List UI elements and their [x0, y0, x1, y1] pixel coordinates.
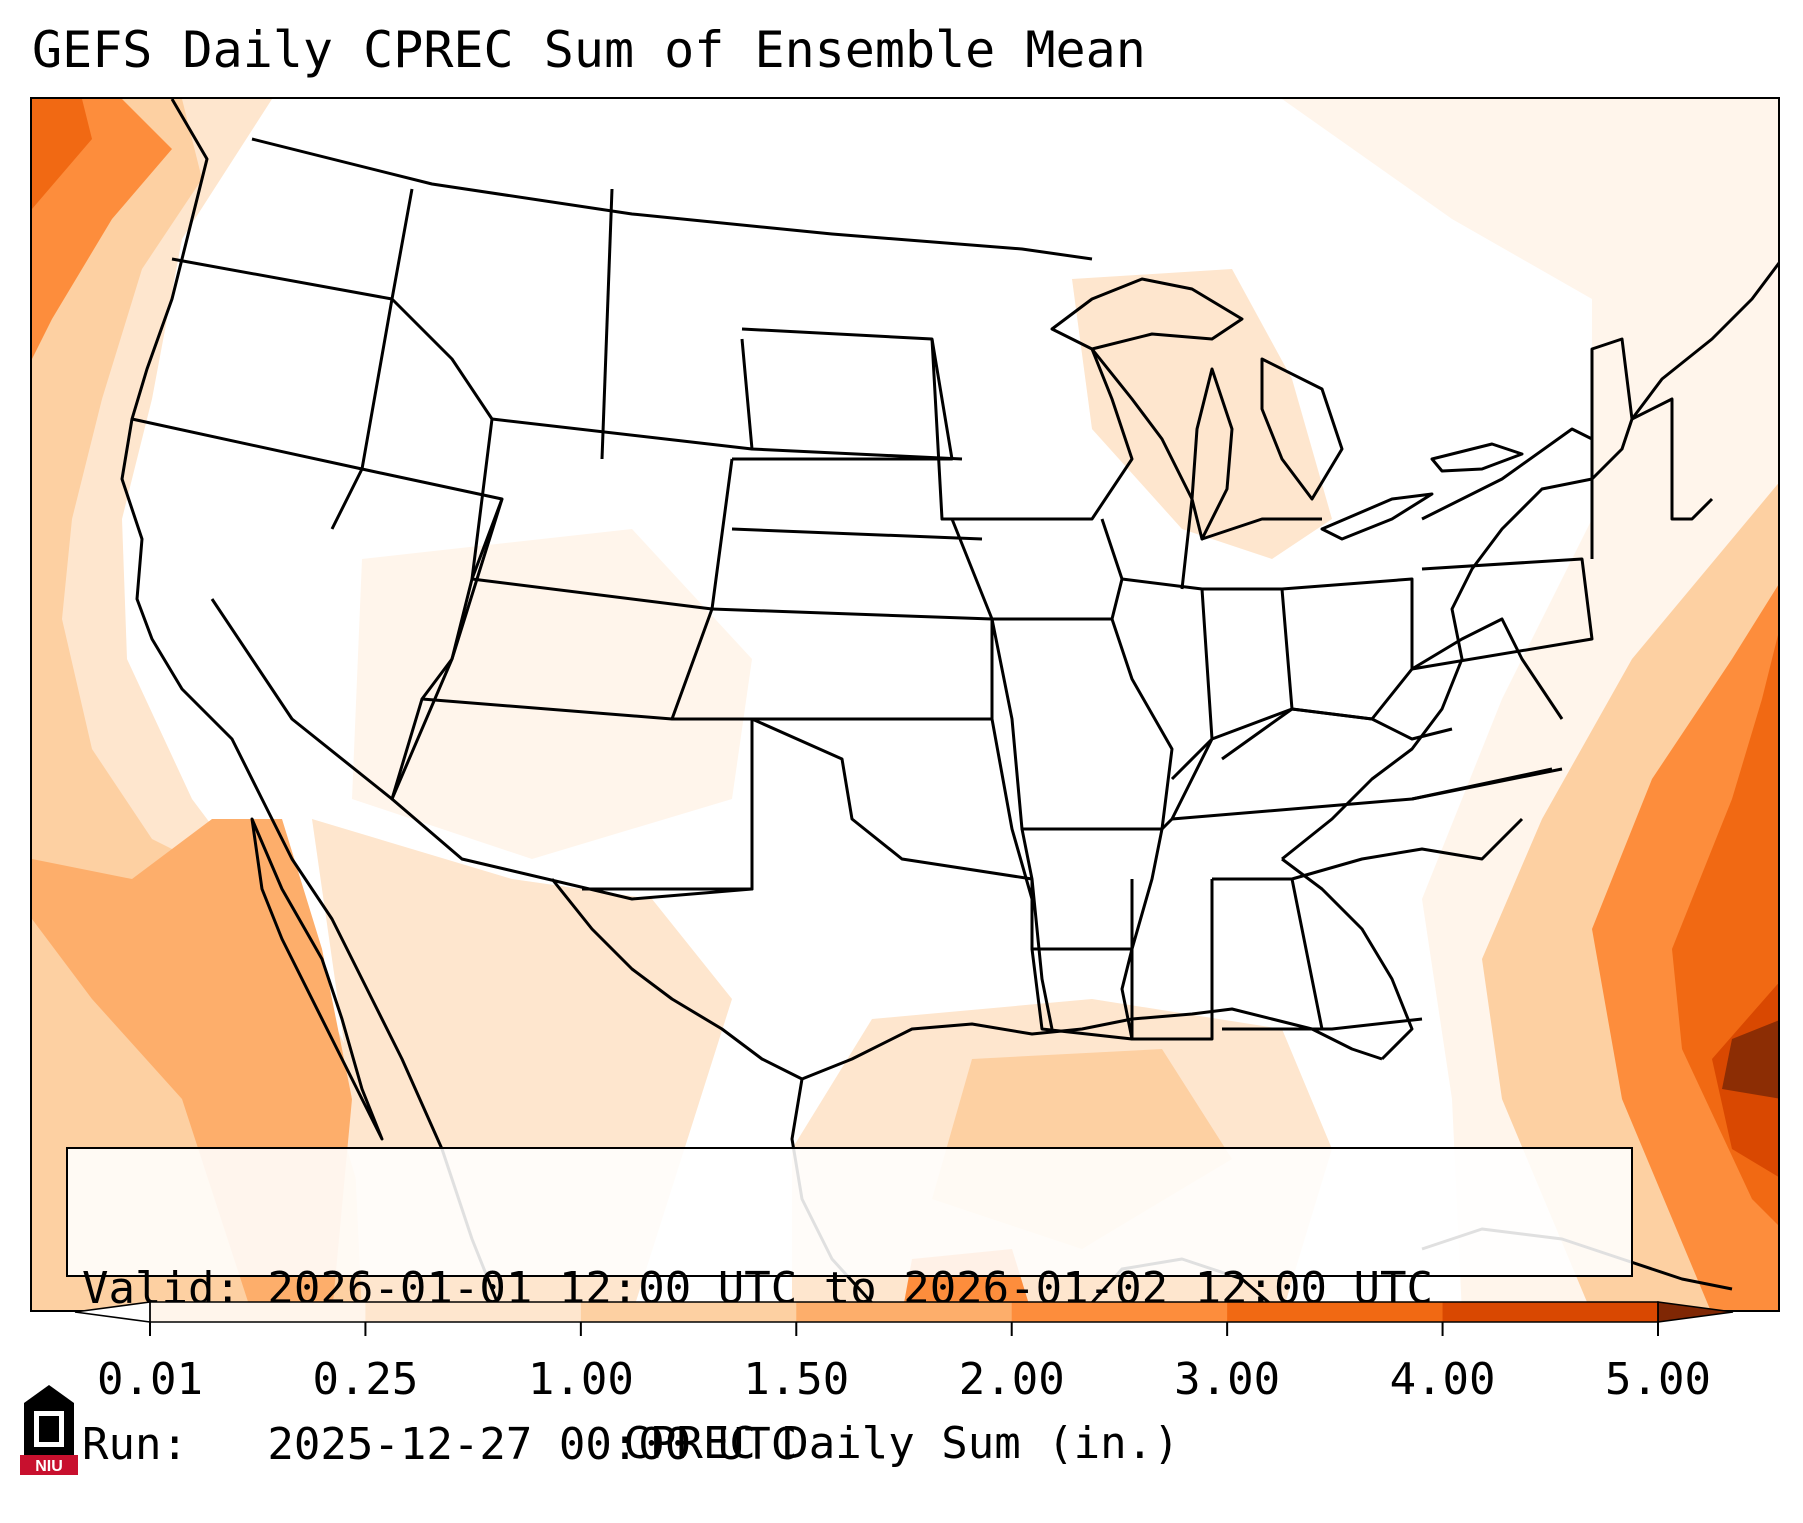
border-nd-sd [740, 338, 963, 461]
colorbar-segment [150, 1302, 366, 1322]
colorbar-tick-label: 5.00 [1605, 1354, 1711, 1405]
colorbar-segments [150, 1302, 1659, 1322]
pacific-shade-dark [32, 99, 92, 209]
border-ga-fl [1222, 1017, 1423, 1031]
map-frame [30, 97, 1780, 1312]
border-id-mt [390, 188, 494, 420]
border-in-oh [1202, 587, 1294, 761]
colorbar-segment [1011, 1302, 1228, 1322]
colorbar-tick-label: 2.00 [958, 1354, 1065, 1405]
colorbar-ticks [149, 1322, 1659, 1336]
border-ms-al [1130, 879, 1214, 1041]
colorbar-tick-label: 0.25 [312, 1354, 419, 1405]
border-mn [930, 338, 1134, 521]
border-va-wv [1411, 617, 1564, 720]
niu-logo-text: NIU [35, 1458, 63, 1475]
border-ar [1020, 828, 1164, 951]
pacific-coastline [120, 99, 503, 1310]
colorbar-segment [365, 1302, 582, 1322]
colorbar-tick-label: 0.01 [97, 1354, 203, 1405]
border-nc-va [1411, 767, 1563, 801]
border-dakotas [732, 327, 954, 461]
atlantic-coastline [1281, 261, 1778, 861]
border-nv [210, 467, 504, 801]
colorbar [74, 1301, 1734, 1336]
lake-huron [1260, 357, 1344, 501]
border-ok-tx [751, 717, 1033, 881]
border-ia [950, 518, 1124, 621]
niu-logo-band [20, 1455, 78, 1475]
border-ny [1421, 427, 1594, 559]
border-mi [1201, 517, 1322, 541]
border-ks-ok [752, 717, 1034, 900]
border-or-ca [131, 417, 363, 471]
florida-peninsula [1281, 857, 1414, 1061]
border-pa [1410, 557, 1594, 671]
atlantic-shade-max [1722, 1020, 1778, 1099]
border-mt-wy [491, 417, 753, 451]
border-wi [1090, 348, 1194, 590]
us-canada-border [251, 137, 1093, 261]
niu-logo: NIU [20, 1385, 78, 1475]
border-wy-co [470, 418, 734, 611]
border-tn [1160, 707, 1453, 831]
map-title: GEFS Daily CPREC Sum of Ensemble Mean [32, 21, 1146, 79]
precip-shading [32, 99, 1778, 1310]
border-ut [420, 498, 714, 721]
colorbar-segment [1442, 1302, 1659, 1322]
colorbar-outline [149, 1301, 1659, 1323]
colorbar-tick-label: 3.00 [1174, 1354, 1281, 1405]
border-sd-ne [731, 527, 983, 541]
lake-superior [1050, 277, 1244, 351]
border-id-west [330, 298, 394, 530]
border-new-england [1590, 337, 1714, 521]
border-al-ga [1212, 877, 1324, 1030]
border-il [1121, 577, 1214, 781]
valid-time-box: Valid: 2026-01-01 12:00 UTC to 2026-01-0… [66, 1147, 1633, 1470]
colorbar-tick-label: 1.50 [743, 1354, 850, 1405]
baja-peninsula [250, 817, 384, 1141]
precipitation-map [32, 99, 1778, 1310]
colorbar-segment [580, 1302, 797, 1322]
southwest-shade [352, 529, 752, 859]
colorbar-tick-label: 1.00 [527, 1354, 634, 1405]
colorbar-tick-label: 4.00 [1389, 1354, 1496, 1405]
border-mo [990, 618, 1174, 831]
border-wa-or [171, 257, 393, 301]
border-sc-nc [1291, 817, 1524, 881]
border-nm-tx [582, 717, 754, 891]
lake-erie [1320, 492, 1434, 541]
gulf-coast [550, 878, 1383, 1081]
colorbar-under-arrow [74, 1301, 151, 1323]
border-mt-dakotas [600, 188, 614, 460]
colorbar-segment [796, 1302, 1013, 1322]
border-ne-ks [711, 607, 994, 721]
border-tx [1030, 878, 1054, 1030]
colorbar-label: CPREC Daily Sum (in.) [623, 1418, 1180, 1469]
border-oh [1281, 577, 1414, 721]
lake-ontario [1430, 442, 1524, 473]
run-time-line: Run: 2025-12-27 00:00 UTC [82, 1419, 798, 1470]
state-boundaries [131, 137, 1714, 1041]
colorbar-over-arrow [1657, 1301, 1734, 1323]
niu-logo-window [39, 1416, 59, 1442]
colorbar-segment [1227, 1302, 1444, 1322]
